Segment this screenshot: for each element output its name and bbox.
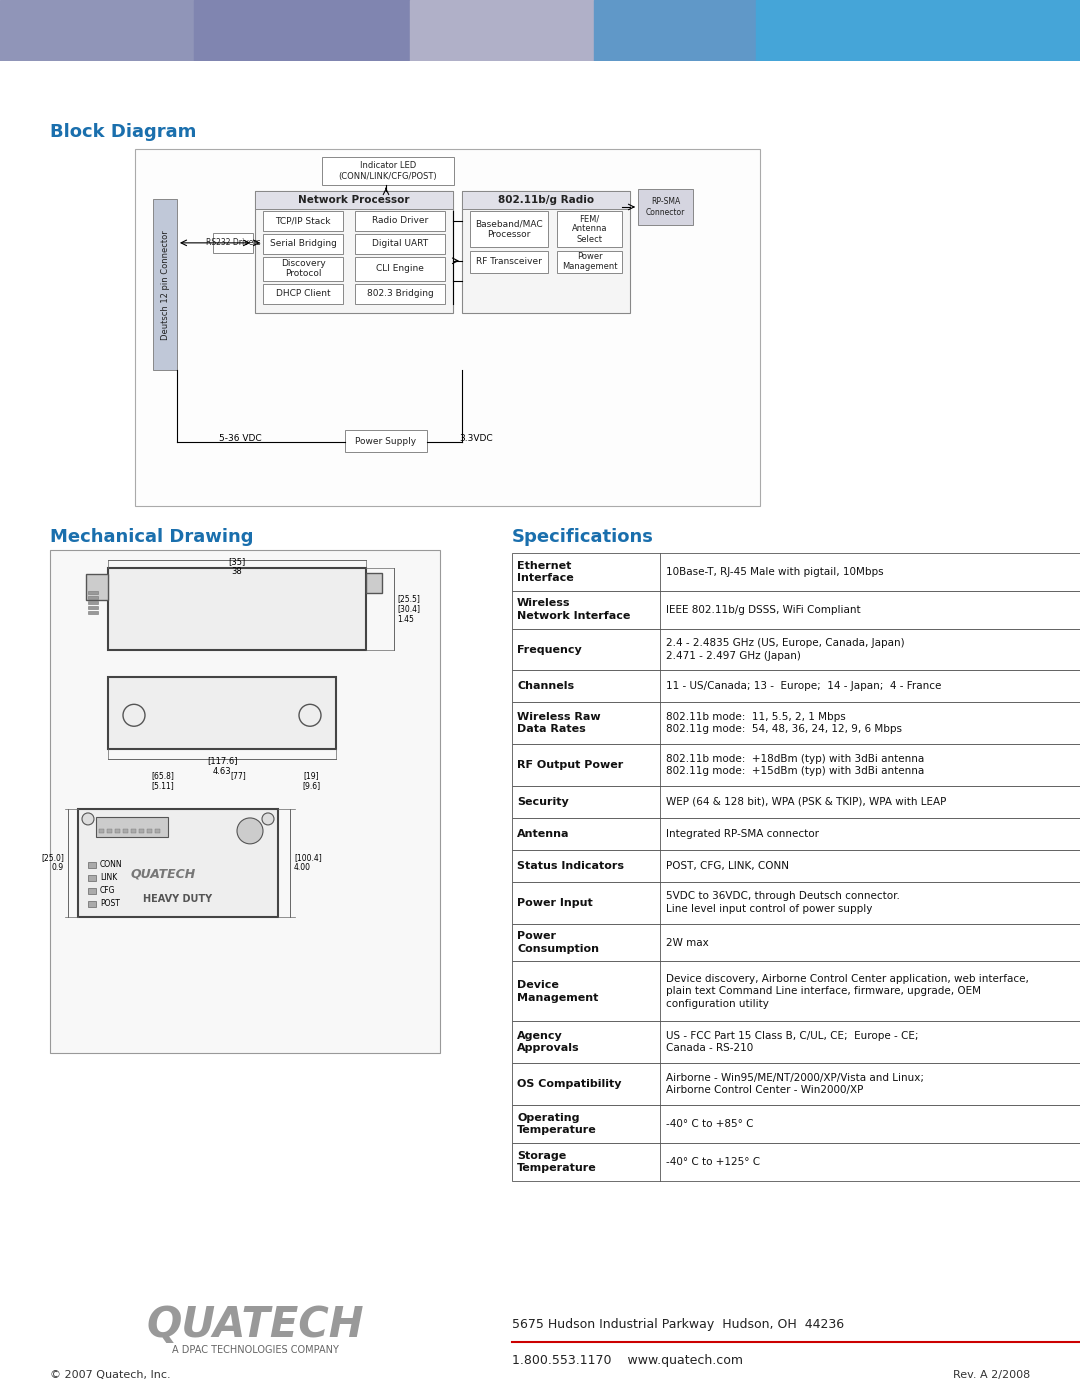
Bar bbox=[87, 601, 98, 604]
Text: 10Base-T, RJ-45 Male with pigtail, 10Mbps: 10Base-T, RJ-45 Male with pigtail, 10Mbp… bbox=[666, 567, 883, 577]
Bar bbox=[322, 156, 454, 184]
Text: © 2007 Quatech, Inc.: © 2007 Quatech, Inc. bbox=[50, 1370, 171, 1380]
Text: Status Indicators: Status Indicators bbox=[517, 861, 624, 870]
Text: TCP/IP Stack: TCP/IP Stack bbox=[275, 217, 330, 225]
Bar bbox=[78, 809, 278, 916]
Bar bbox=[512, 817, 1080, 849]
Bar bbox=[512, 882, 1080, 923]
Bar bbox=[147, 828, 152, 833]
Text: Power
Management: Power Management bbox=[562, 251, 618, 271]
Bar bbox=[638, 189, 693, 225]
Text: Storage
Temperature: Storage Temperature bbox=[517, 1151, 597, 1173]
Text: Power Input: Power Input bbox=[517, 898, 593, 908]
Text: [65.8]
[5.11]: [65.8] [5.11] bbox=[151, 771, 175, 791]
Text: 5-36 VDC: 5-36 VDC bbox=[218, 433, 261, 443]
Text: Network Processor: Network Processor bbox=[298, 196, 409, 205]
Bar bbox=[264, 211, 343, 231]
Bar bbox=[87, 595, 98, 599]
Bar bbox=[756, 0, 1080, 61]
Bar bbox=[264, 284, 343, 303]
Text: Serial Bridging: Serial Bridging bbox=[270, 239, 337, 249]
Text: QUATECH: QUATECH bbox=[131, 868, 195, 880]
Text: CONN: CONN bbox=[100, 861, 123, 869]
Bar bbox=[87, 875, 96, 880]
Bar bbox=[87, 610, 98, 613]
Bar bbox=[462, 191, 630, 313]
Text: Channels: Channels bbox=[517, 682, 575, 692]
Bar bbox=[96, 817, 168, 837]
Text: FEM/
Antenna
Select: FEM/ Antenna Select bbox=[571, 214, 607, 244]
Bar bbox=[50, 550, 440, 1053]
Text: 802.3 Bridging: 802.3 Bridging bbox=[366, 289, 433, 298]
Bar bbox=[87, 862, 96, 868]
Text: Antenna: Antenna bbox=[517, 828, 569, 838]
Text: Integrated RP-SMA connector: Integrated RP-SMA connector bbox=[666, 828, 819, 838]
Text: POST: POST bbox=[100, 900, 120, 908]
Text: [100.4]
4.00: [100.4] 4.00 bbox=[294, 854, 322, 873]
Text: QUATECH: QUATECH bbox=[146, 1305, 364, 1347]
Text: 2W max: 2W max bbox=[666, 937, 708, 947]
Text: A DPAC TECHNOLOGIES COMPANY: A DPAC TECHNOLOGIES COMPANY bbox=[172, 1345, 338, 1355]
Bar bbox=[114, 828, 120, 833]
Bar bbox=[135, 149, 760, 506]
Text: Discovery
Protocol: Discovery Protocol bbox=[281, 258, 325, 278]
Bar bbox=[107, 828, 112, 833]
Text: 802.11b mode:  11, 5.5, 2, 1 Mbps
802.11g mode:  54, 48, 36, 24, 12, 9, 6 Mbps: 802.11b mode: 11, 5.5, 2, 1 Mbps 802.11g… bbox=[666, 712, 902, 735]
Text: HEAVY DUTY: HEAVY DUTY bbox=[144, 894, 213, 904]
Bar bbox=[123, 828, 129, 833]
Text: POST, CFG, LINK, CONN: POST, CFG, LINK, CONN bbox=[666, 861, 789, 870]
Bar bbox=[355, 211, 445, 231]
Bar bbox=[470, 251, 548, 272]
Bar bbox=[512, 787, 1080, 817]
Text: 1.800.553.1170    www.quatech.com: 1.800.553.1170 www.quatech.com bbox=[512, 1354, 743, 1366]
Bar bbox=[512, 923, 1080, 961]
Bar bbox=[139, 828, 144, 833]
Text: -40° C to +85° C: -40° C to +85° C bbox=[666, 1119, 754, 1129]
Bar bbox=[512, 1021, 1080, 1063]
Bar bbox=[255, 191, 453, 210]
Bar bbox=[86, 574, 108, 599]
Text: RF Output Power: RF Output Power bbox=[517, 760, 623, 770]
Bar bbox=[87, 901, 96, 907]
Bar bbox=[264, 233, 343, 254]
Text: RP-SMA
Connector: RP-SMA Connector bbox=[646, 197, 685, 217]
Text: Device
Management: Device Management bbox=[517, 981, 598, 1003]
Bar bbox=[594, 0, 756, 61]
Text: US - FCC Part 15 Class B, C/UL, CE;  Europe - CE;
Canada - RS-210: US - FCC Part 15 Class B, C/UL, CE; Euro… bbox=[666, 1031, 918, 1053]
Text: IEEE 802.11b/g DSSS, WiFi Compliant: IEEE 802.11b/g DSSS, WiFi Compliant bbox=[666, 605, 861, 615]
Bar bbox=[87, 887, 96, 894]
Text: Airborne - Win95/ME/NT/2000/XP/Vista and Linux;
Airborne Control Center - Win200: Airborne - Win95/ME/NT/2000/XP/Vista and… bbox=[666, 1073, 924, 1095]
Bar bbox=[194, 0, 410, 61]
Text: Power
Consumption: Power Consumption bbox=[517, 932, 599, 954]
Bar bbox=[512, 849, 1080, 882]
Text: Device discovery, Airborne Control Center application, web interface,
plain text: Device discovery, Airborne Control Cente… bbox=[666, 974, 1029, 1009]
Text: [117.6]
4.63: [117.6] 4.63 bbox=[206, 756, 238, 775]
Bar bbox=[264, 257, 343, 281]
Text: Baseband/MAC
Processor: Baseband/MAC Processor bbox=[475, 219, 543, 239]
Bar bbox=[557, 251, 622, 272]
Bar bbox=[512, 553, 1080, 591]
Text: [25.0]
0.9: [25.0] 0.9 bbox=[41, 854, 64, 873]
Text: Operating
Temperature: Operating Temperature bbox=[517, 1113, 597, 1136]
Text: Agency
Approvals: Agency Approvals bbox=[517, 1031, 580, 1053]
Text: Rev. A 2/2008: Rev. A 2/2008 bbox=[953, 1370, 1030, 1380]
Text: RS232 Drivers: RS232 Drivers bbox=[205, 239, 260, 247]
Text: WEP (64 & 128 bit), WPA (PSK & TKIP), WPA with LEAP: WEP (64 & 128 bit), WPA (PSK & TKIP), WP… bbox=[666, 798, 946, 807]
Bar bbox=[512, 961, 1080, 1021]
Text: 5VDC to 36VDC, through Deutsch connector.
Line level input control of power supp: 5VDC to 36VDC, through Deutsch connector… bbox=[666, 891, 900, 914]
Bar bbox=[156, 828, 160, 833]
Text: Radio Driver: Radio Driver bbox=[372, 217, 428, 225]
Text: -40° C to +125° C: -40° C to +125° C bbox=[666, 1157, 760, 1166]
Text: 5675 Hudson Industrial Parkway  Hudson, OH  44236: 5675 Hudson Industrial Parkway Hudson, O… bbox=[512, 1317, 845, 1331]
Text: Block Diagram: Block Diagram bbox=[50, 123, 197, 141]
Bar bbox=[512, 1105, 1080, 1143]
Bar bbox=[131, 828, 136, 833]
Bar bbox=[87, 591, 98, 594]
Text: Security: Security bbox=[517, 798, 569, 807]
Bar bbox=[512, 591, 1080, 629]
Text: [19]
[9.6]: [19] [9.6] bbox=[302, 771, 320, 791]
Bar bbox=[345, 430, 427, 453]
Bar bbox=[470, 211, 548, 247]
Bar bbox=[108, 567, 366, 650]
Text: LINK: LINK bbox=[100, 873, 118, 883]
